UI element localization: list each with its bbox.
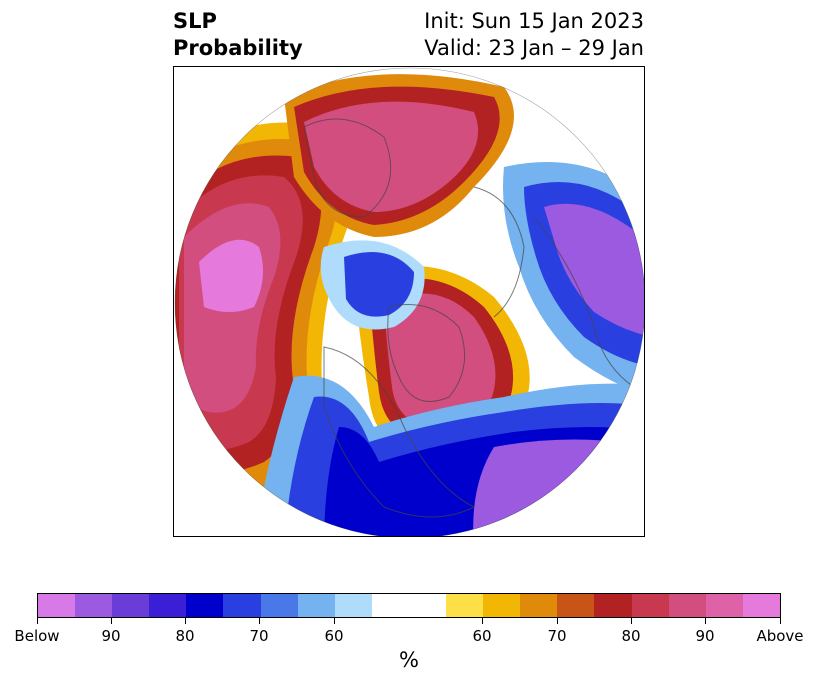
colorbar-tick [37,618,38,624]
colorbar-tick-label: 90 [101,627,121,645]
colorbar-segment [371,594,447,617]
map-disc [175,68,644,536]
colorbar-tick-label: Below [14,627,60,645]
colorbar-tick-label: 80 [175,627,195,645]
map-graphic [174,67,644,536]
chart-title-right: Init: Sun 15 Jan 2023 Valid: 23 Jan – 29… [424,8,644,62]
colorbar-segment [483,594,521,617]
init-date-label: Init: Sun 15 Jan 2023 [424,9,644,33]
colorbar-tick-label: 70 [547,627,567,645]
valid-range-label: Valid: 23 Jan – 29 Jan [424,36,644,60]
colorbar-segment [75,594,113,617]
colorbar-segment [631,594,669,617]
colorbar-tick-label: 80 [621,627,641,645]
units-label: % [399,648,419,672]
chart-title-left: SLP Probability [173,8,303,62]
probability-colorbar [37,593,781,618]
colorbar-segment [594,594,632,617]
colorbar-segment [668,594,706,617]
colorbar-segment [260,594,298,617]
colorbar-tick-label: 60 [472,627,492,645]
colorbar-segment [446,594,484,617]
colorbar-segment [742,594,780,617]
title-metric: Probability [173,36,303,60]
colorbar-tick [780,618,781,624]
colorbar-tick [557,618,558,624]
colorbar-tick [705,618,706,624]
title-variable: SLP [173,9,217,33]
colorbar-segment [112,594,150,617]
colorbar-segment [38,594,76,617]
colorbar-segment [186,594,224,617]
colorbar-segment [520,594,558,617]
colorbar-tick [482,618,483,624]
colorbar-tick [631,618,632,624]
colorbar-tick [111,618,112,624]
colorbar-tick-label: 60 [324,627,344,645]
colorbar-segment [223,594,261,617]
colorbar-tick-label: Above [756,627,804,645]
colorbar-tick-label: 90 [695,627,715,645]
colorbar-segment [557,594,595,617]
colorbar-segment [705,594,743,617]
colorbar-tick [259,618,260,624]
colorbar-segment [149,594,187,617]
colorbar-tick [334,618,335,624]
colorbar-tick-label: 70 [249,627,269,645]
colorbar-segment [297,594,335,617]
colorbar-tick [185,618,186,624]
colorbar-segment [334,594,372,617]
probability-map [173,66,645,537]
